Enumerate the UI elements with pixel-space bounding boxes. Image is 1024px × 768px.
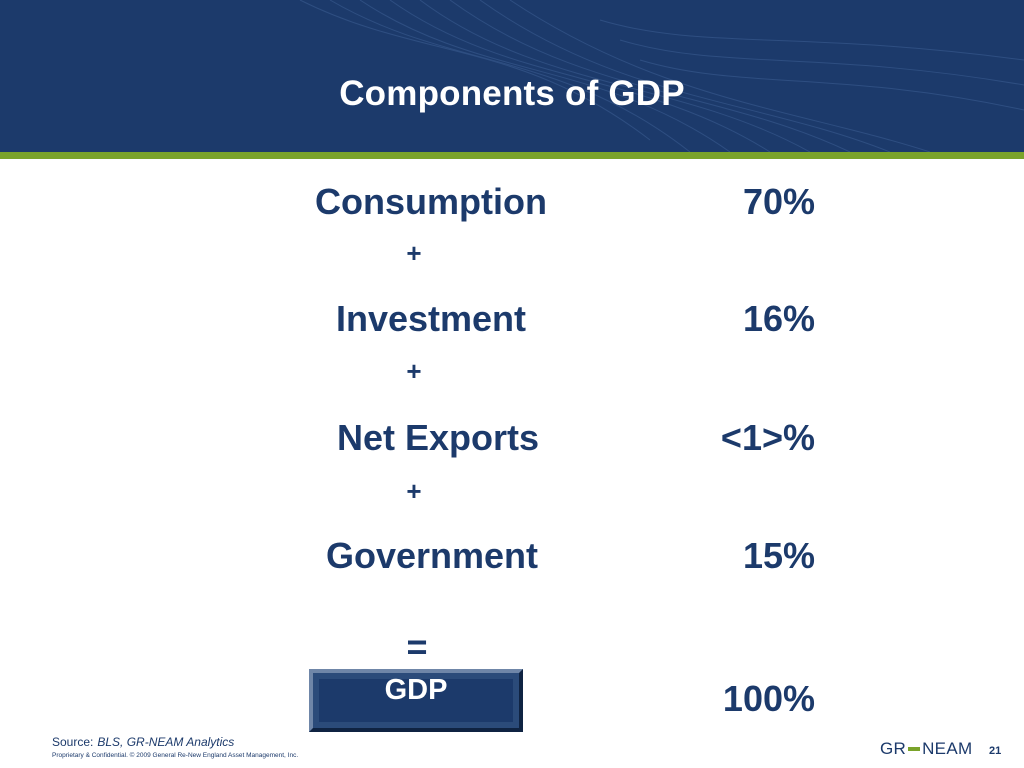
- gdp-total-value: 100%: [722, 678, 815, 719]
- component-value-investment: 16%: [742, 298, 815, 339]
- logo-dash-icon: [908, 747, 921, 751]
- header-banner: Components of GDP: [0, 0, 1024, 152]
- source-note: Source: BLS, GR-NEAM Analytics: [52, 735, 234, 749]
- equals-operator: =: [406, 626, 428, 667]
- plus-operator: +: [406, 476, 422, 506]
- component-label-consumption: Consumption: [315, 181, 547, 222]
- component-value-net-exports: <1>%: [720, 417, 815, 458]
- plus-operator: +: [406, 356, 422, 386]
- page-number: 21: [989, 745, 1002, 757]
- component-value-government: 15%: [742, 535, 815, 576]
- source-label: Source:: [52, 735, 94, 749]
- logo-text-right: NEAM: [922, 739, 973, 758]
- gdp-label: GDP: [384, 674, 448, 706]
- source-value: BLS, GR-NEAM Analytics: [97, 735, 235, 749]
- gdp-total-box: GDP: [309, 669, 523, 732]
- logo-text-left: GR: [880, 739, 907, 758]
- component-label-investment: Investment: [335, 298, 527, 339]
- slide-title: Components of GDP: [339, 74, 685, 113]
- component-label-government: Government: [325, 535, 539, 576]
- component-label-net-exports: Net Exports: [336, 417, 540, 458]
- company-logo: GR NEAM: [880, 739, 972, 759]
- component-value-consumption: 70%: [742, 181, 815, 222]
- copyright-notice: Proprietary & Confidential. © 2009 Gener…: [52, 752, 299, 759]
- plus-operator: +: [406, 238, 422, 268]
- header-wave-decoration: [299, 0, 1024, 152]
- accent-divider: [0, 152, 1024, 159]
